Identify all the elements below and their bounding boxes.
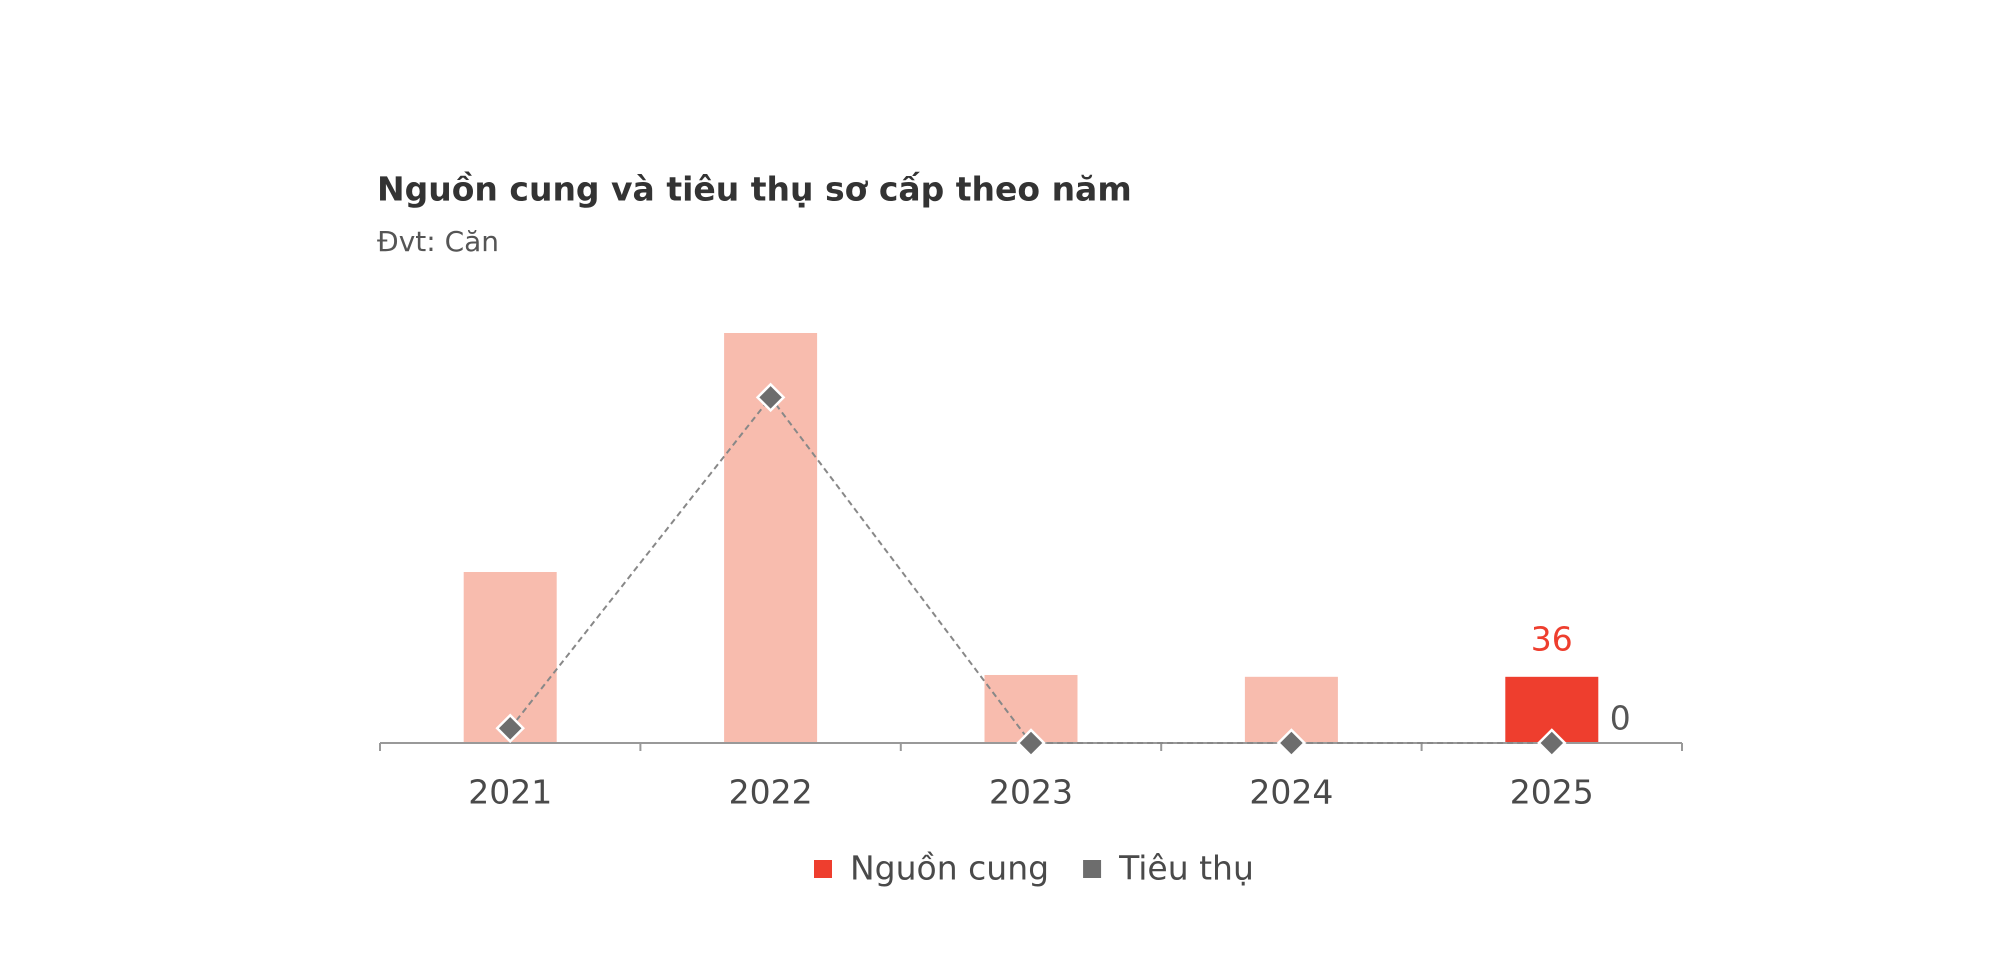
chart-title: Nguồn cung và tiêu thụ sơ cấp theo năm bbox=[377, 170, 1132, 209]
legend-label: Tiêu thụ bbox=[1118, 849, 1254, 888]
line-marker bbox=[1016, 728, 1046, 758]
x-tick-label: 2024 bbox=[1249, 773, 1333, 812]
x-tick-label: 2025 bbox=[1510, 773, 1594, 812]
line-marker bbox=[1537, 728, 1567, 758]
x-tick-label: 2023 bbox=[989, 773, 1073, 812]
legend-label: Nguồn cung bbox=[850, 849, 1049, 888]
line-marker bbox=[755, 382, 786, 413]
legend-swatch bbox=[814, 860, 832, 878]
line-marker bbox=[1276, 728, 1307, 758]
value-label: 36 bbox=[1531, 619, 1573, 658]
x-tick-label: 2022 bbox=[729, 773, 813, 812]
value-label: 0 bbox=[1610, 699, 1631, 738]
line-marker bbox=[495, 713, 525, 744]
legend-swatch bbox=[1083, 860, 1102, 878]
x-tick-label: 2021 bbox=[468, 773, 552, 812]
chart-subtitle: Đvt: Căn bbox=[377, 225, 499, 258]
